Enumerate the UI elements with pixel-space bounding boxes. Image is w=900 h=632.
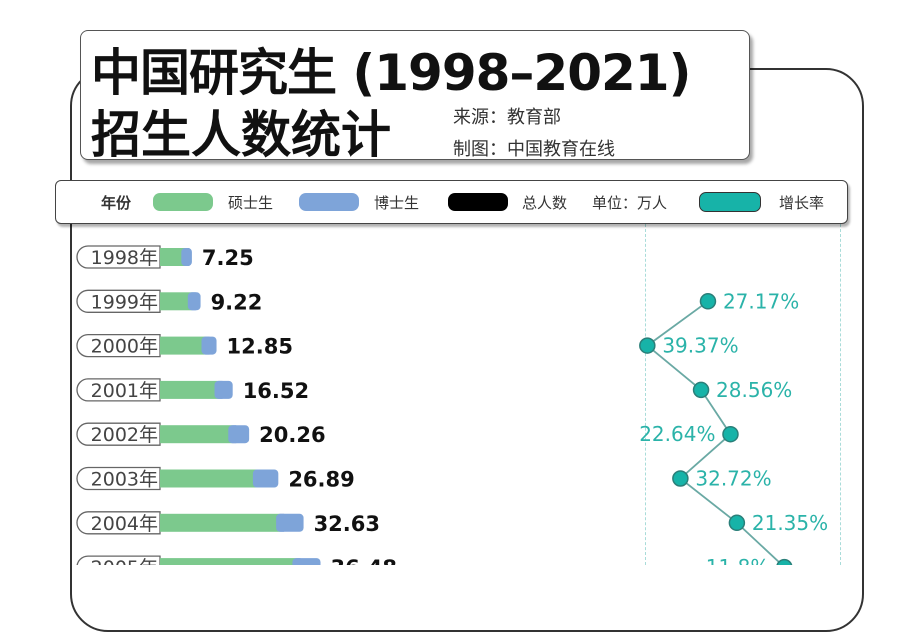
growth-guide-line-0 bbox=[840, 224, 841, 565]
bar-doctors bbox=[228, 425, 250, 444]
legend-swatch-doctors bbox=[299, 193, 359, 211]
year-label: 1999年 bbox=[91, 291, 158, 313]
legend-year: 年份 bbox=[101, 194, 132, 212]
bar-masters bbox=[160, 469, 257, 488]
year-label: 2000年 bbox=[91, 336, 158, 358]
legend-unit: 单位：万人 bbox=[592, 194, 668, 212]
growth-label: 11.8% bbox=[706, 555, 770, 565]
growth-point bbox=[672, 470, 689, 487]
bar-doctors-join bbox=[205, 336, 210, 355]
growth-point bbox=[728, 514, 746, 532]
legend-doctors: 博士生 bbox=[374, 194, 420, 212]
year-label-pill bbox=[76, 422, 161, 446]
legend-swatch-masters bbox=[153, 193, 213, 211]
year-label-pill bbox=[76, 378, 161, 402]
bar-masters bbox=[160, 292, 192, 311]
year-label-pill bbox=[76, 466, 161, 491]
total-label: 12.85 bbox=[227, 335, 293, 359]
year-label: 2002年 bbox=[91, 424, 158, 446]
maker-text: 制图：中国教育在线 bbox=[453, 139, 615, 160]
bar-doctors-join bbox=[232, 425, 237, 444]
year-label-pill bbox=[76, 245, 161, 269]
bar-doctors-join bbox=[185, 248, 190, 266]
bar-doctors-join bbox=[218, 380, 223, 399]
bar-masters bbox=[160, 425, 233, 444]
bar-masters bbox=[160, 248, 186, 266]
title-box: 中国研究生 (1998–2021) 招生人数统计 来源：教育部 制图：中国教育在… bbox=[80, 30, 750, 164]
total-label: 9.22 bbox=[211, 290, 263, 314]
legend-masters: 硕士生 bbox=[228, 194, 274, 212]
title-line1: 中国研究生 (1998–2021) bbox=[91, 44, 691, 102]
growth-point bbox=[699, 293, 717, 310]
bar-doctors-join bbox=[191, 292, 196, 311]
year-label: 2001年 bbox=[91, 380, 158, 402]
bar-doctors bbox=[252, 469, 279, 488]
year-label: 2005年 bbox=[91, 557, 158, 565]
legend-swatch-growth bbox=[699, 192, 761, 212]
legend-growth: 增长率 bbox=[779, 194, 825, 212]
year-label-pill bbox=[76, 289, 161, 313]
growth-label: 22.64% bbox=[639, 422, 715, 446]
growth-point bbox=[722, 425, 739, 443]
growth-point bbox=[776, 558, 793, 565]
total-label: 36.48 bbox=[331, 556, 397, 565]
growth-label: 32.72% bbox=[695, 467, 771, 491]
chart-svg: 1998年 7.25 1999年 9.22 2000年 12.85 2001年 16.52 20… bbox=[76, 245, 828, 565]
year-label-pill bbox=[76, 333, 161, 358]
growth-label: 21.35% bbox=[752, 511, 828, 535]
total-label: 16.52 bbox=[243, 379, 309, 403]
bar-masters bbox=[160, 558, 297, 565]
total-label: 20.26 bbox=[259, 423, 325, 447]
year-label-pill bbox=[76, 555, 161, 565]
bar-masters bbox=[160, 336, 206, 355]
title-line2: 招生人数统计 bbox=[91, 106, 391, 164]
bar-doctors-join bbox=[296, 558, 301, 565]
growth-point bbox=[639, 337, 656, 354]
growth-label: 39.37% bbox=[662, 334, 738, 358]
growth-label: 27.17% bbox=[723, 289, 799, 313]
total-label: 32.63 bbox=[314, 512, 380, 536]
total-label: 26.89 bbox=[288, 468, 354, 492]
legend-swatch-total bbox=[448, 193, 508, 211]
year-label: 2003年 bbox=[91, 469, 158, 491]
growth-guide-line-40 bbox=[645, 224, 646, 565]
bar-doctors-join bbox=[280, 513, 285, 532]
bar-doctors-join bbox=[256, 469, 261, 488]
source-text: 来源：教育部 bbox=[453, 107, 561, 128]
year-label-pill bbox=[76, 511, 161, 535]
growth-label: 28.56% bbox=[716, 378, 792, 402]
year-label: 2004年 bbox=[91, 513, 158, 535]
year-label: 1998年 bbox=[91, 247, 158, 269]
bar-masters bbox=[160, 513, 281, 532]
total-label: 7.25 bbox=[202, 246, 254, 270]
bar-masters bbox=[160, 380, 219, 399]
bar-doctors bbox=[214, 380, 233, 399]
legend-total: 总人数 bbox=[522, 194, 568, 212]
legend: 年份 硕士生 博士生 总人数 单位：万人 增长率 bbox=[55, 180, 848, 224]
growth-point bbox=[692, 381, 710, 399]
